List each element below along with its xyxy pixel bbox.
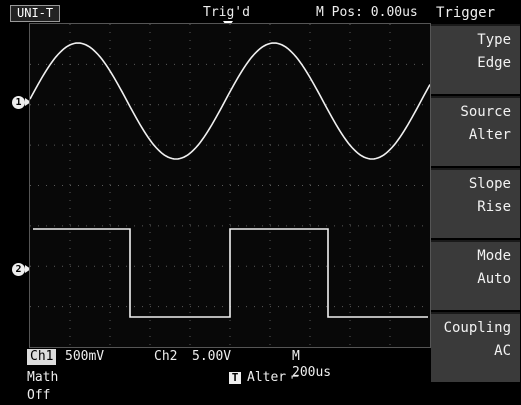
waveform-graticule: [30, 24, 430, 347]
menu-title: Trigger: [436, 5, 496, 21]
menu-button-type[interactable]: Type Edge: [431, 24, 520, 94]
ch2-ground-marker-icon[interactable]: 2: [12, 263, 31, 276]
menu-button-mode[interactable]: Mode Auto: [431, 240, 520, 310]
brand-logo: UNI-T: [10, 5, 61, 22]
menu-mode-label: Mode: [477, 248, 511, 264]
ch2-square-trace: [33, 228, 428, 318]
trigger-menu: Type Edge Source Alter Slope Rise Mode A…: [431, 24, 520, 388]
menu-type-label: Type: [477, 32, 511, 48]
trigger-source-readout: Alter: [247, 370, 287, 385]
menu-mode-value: Auto: [477, 271, 511, 287]
trigger-status: Trig'd: [203, 5, 250, 20]
ch2-label: Ch2: [154, 349, 178, 364]
menu-slope-value: Rise: [477, 199, 511, 215]
menu-button-source[interactable]: Source Alter: [431, 96, 520, 166]
menu-coupling-label: Coupling: [443, 320, 511, 336]
ch2-scale: 5.00V: [192, 349, 232, 364]
menu-type-value: Edge: [477, 55, 511, 71]
math-status: Math Off: [27, 370, 59, 403]
trigger-slope-icon: ⌐: [291, 370, 299, 385]
menu-button-slope[interactable]: Slope Rise: [431, 168, 520, 238]
menu-slope-label: Slope: [468, 176, 511, 192]
menu-source-label: Source: [460, 104, 511, 120]
ch1-sine-trace: [30, 42, 430, 160]
ch1-scale: 500mV: [65, 349, 105, 364]
menu-source-value: Alter: [468, 127, 511, 143]
menu-coupling-value: AC: [494, 343, 511, 359]
ch1-ground-marker-icon[interactable]: 1: [12, 96, 31, 109]
menu-button-coupling[interactable]: Coupling AC: [431, 312, 520, 382]
ch1-label: Ch1: [27, 349, 57, 365]
main-position-readout: M Pos: 0.00us: [316, 5, 418, 20]
waveform-display: [29, 23, 431, 348]
top-status-bar: UNI-T Trig'd M Pos: 0.00us Trigger: [0, 0, 521, 22]
trigger-icon: T: [229, 372, 241, 384]
timebase-readout: M 200us: [292, 349, 332, 380]
